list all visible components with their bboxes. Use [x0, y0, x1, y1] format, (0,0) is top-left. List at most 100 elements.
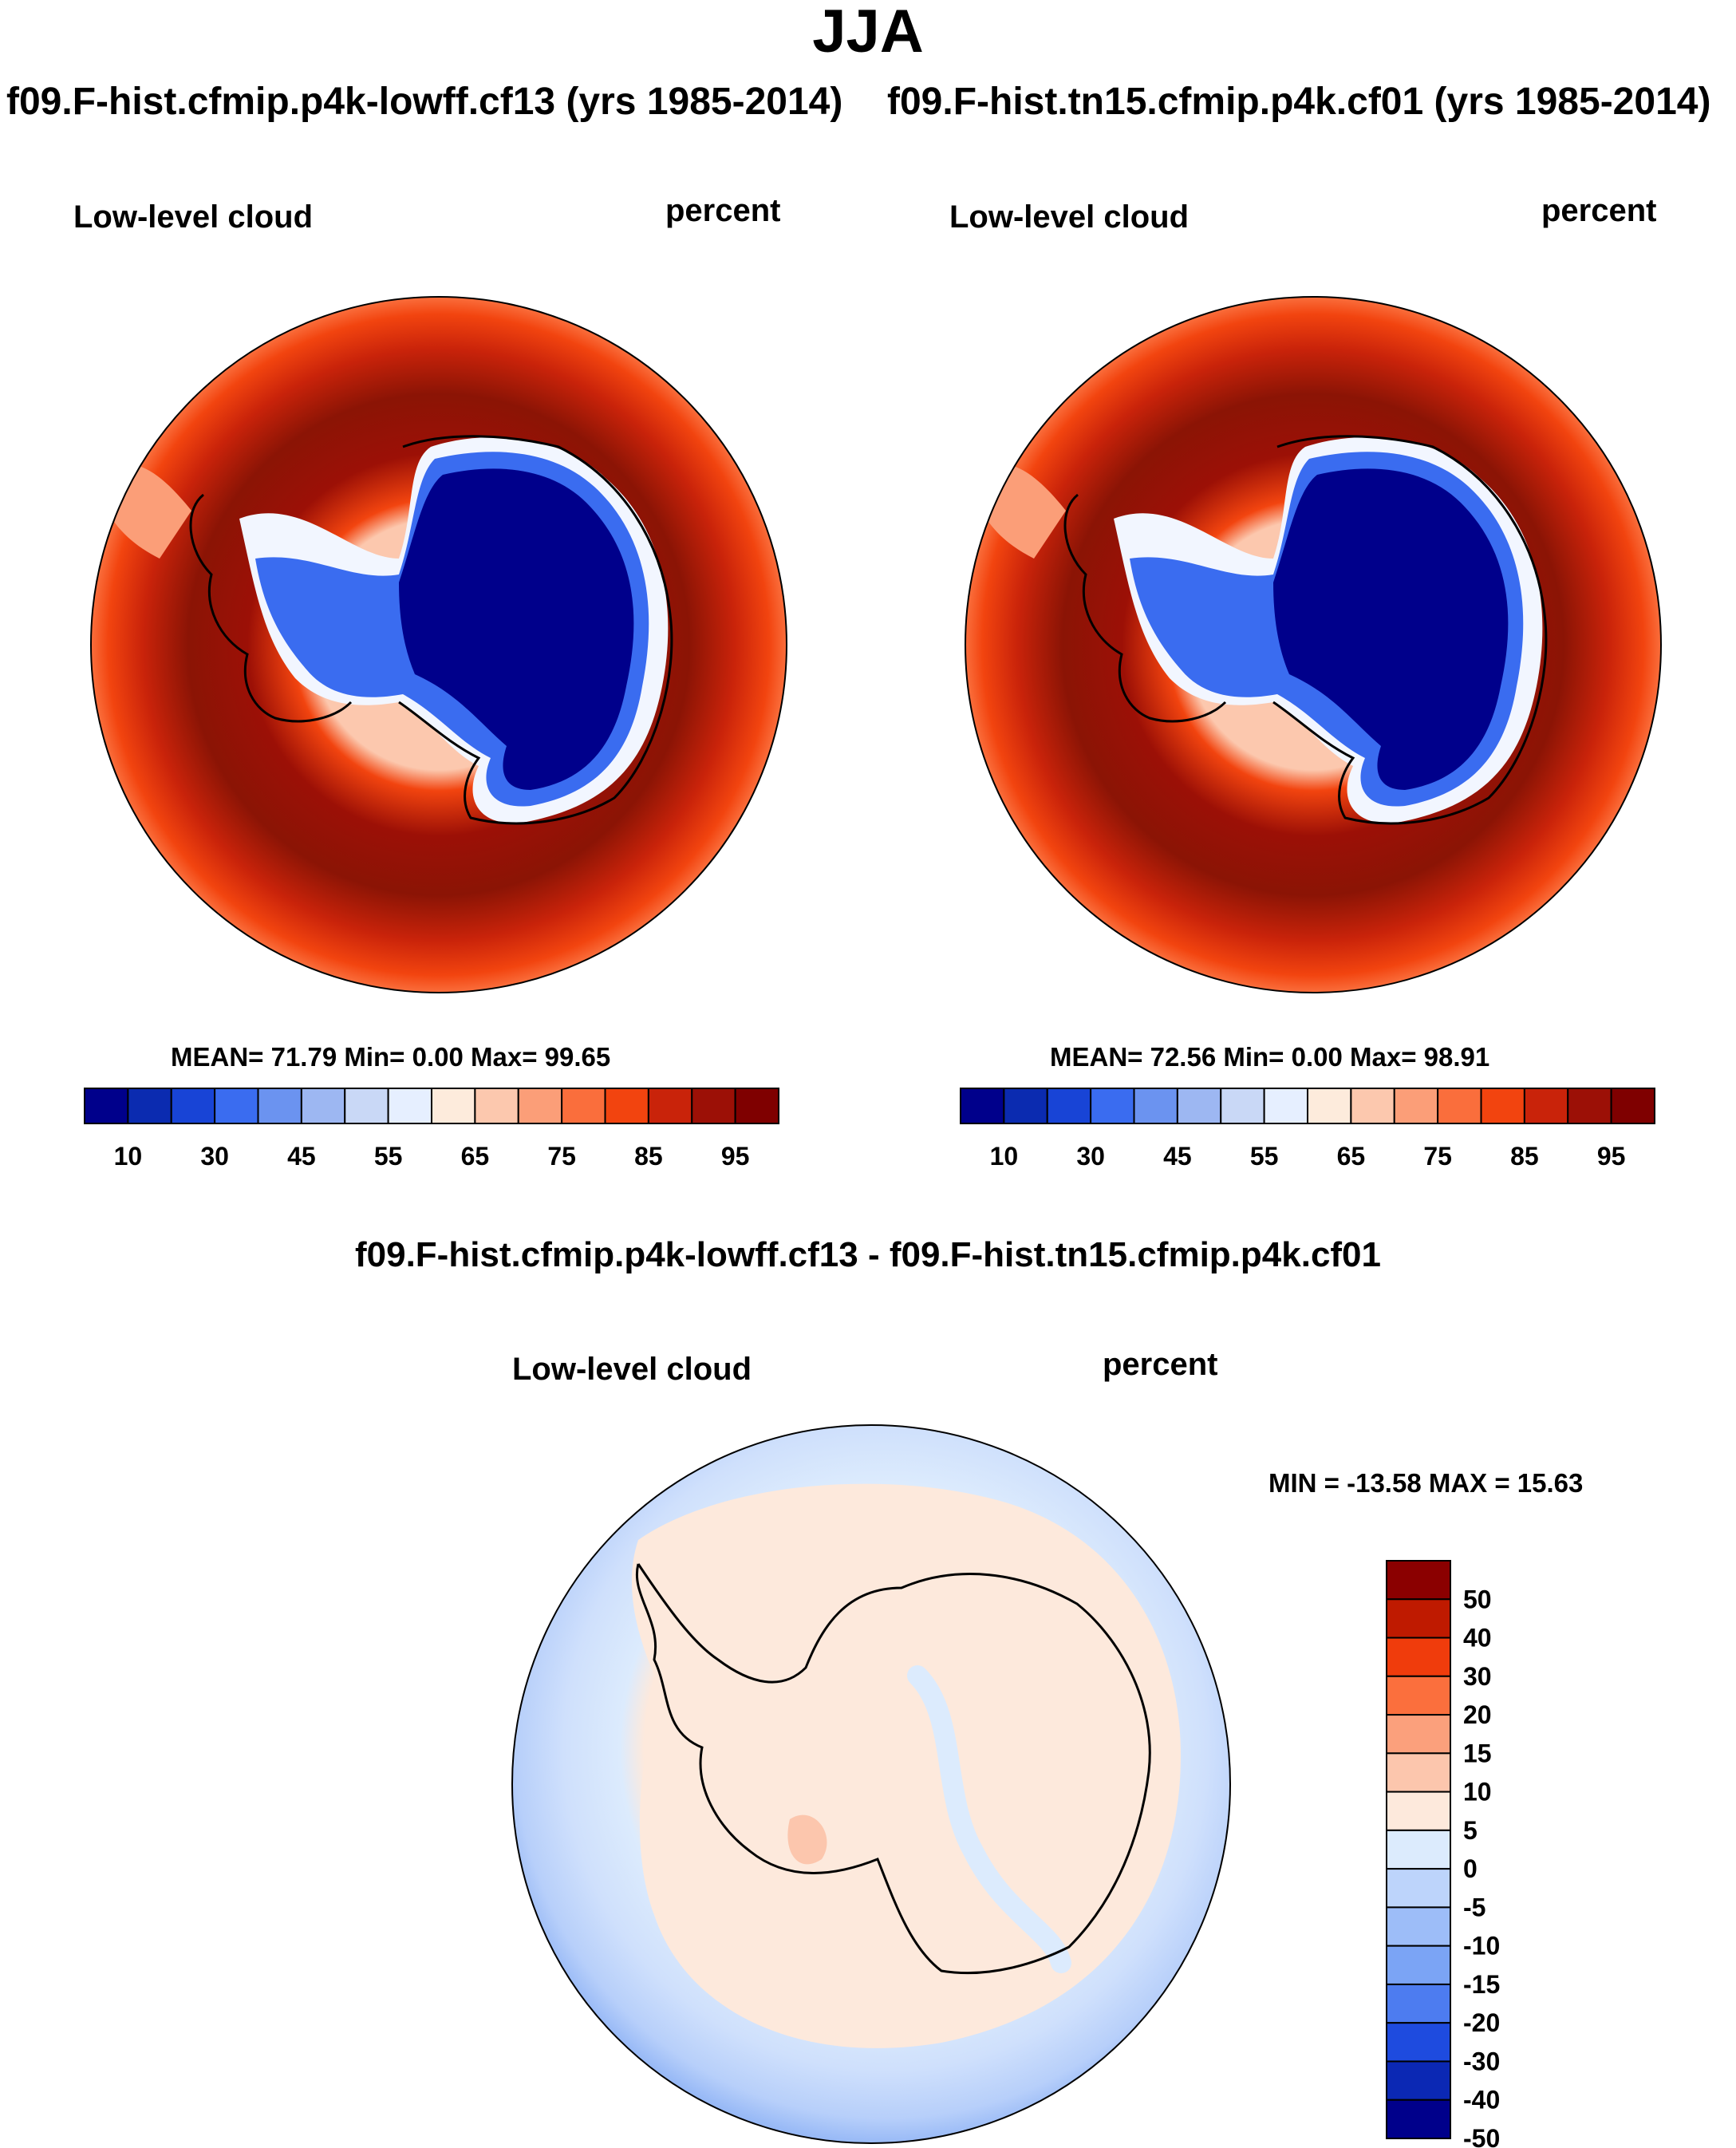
difference-colorbar-tick-label: 20: [1463, 1700, 1492, 1729]
right-colorbar-swatch: [960, 1088, 1005, 1124]
right-colorbar-swatch: [1090, 1088, 1135, 1124]
difference-map-positive-region: [631, 1483, 1181, 2048]
right-colorbar-tick-label: 10: [990, 1142, 1019, 1171]
page-title: JJA: [812, 0, 924, 65]
right-colorbar-tick-label: 45: [1163, 1142, 1192, 1171]
left-map-plateau: [399, 468, 634, 790]
left-map-coastline-east: [398, 435, 673, 825]
left-colorbar-tick-label: 95: [721, 1142, 750, 1171]
left-colorbar-tick-label: 55: [374, 1142, 403, 1171]
difference-colorbar-swatch: [1386, 1829, 1451, 1870]
left-map-coastline-west: [189, 493, 353, 723]
left-colorbar-swatch: [257, 1088, 302, 1124]
left-map-border: [90, 296, 787, 993]
left-colorbar-swatch: [474, 1088, 519, 1124]
left-colorbar-tick-label: 30: [200, 1142, 229, 1171]
left-colorbar: 10 30 45 55 65 75 85 95: [84, 1088, 779, 1171]
right-colorbar-tick-label: 95: [1597, 1142, 1626, 1171]
right-colorbar-swatch: [1350, 1088, 1395, 1124]
left-colorbar-swatch: [214, 1088, 259, 1124]
difference-colorbar-swatch: [1386, 1983, 1451, 2024]
left-colorbar-swatch: [127, 1088, 172, 1124]
difference-colorbar-tick-label: -40: [1463, 2086, 1500, 2114]
difference-colorbar-swatch: [1386, 1752, 1451, 1793]
difference-colorbar-tick-label: 10: [1463, 1778, 1492, 1806]
right-colorbar-swatch: [1610, 1088, 1655, 1124]
difference-map: [511, 1424, 1231, 2144]
right-colorbar-swatch: [1046, 1088, 1092, 1124]
right-map-coastline-east: [1272, 435, 1548, 825]
right-colorbar-tick-label: 65: [1337, 1142, 1366, 1171]
right-colorbar-swatch: [1133, 1088, 1178, 1124]
difference-units-label: percent: [1103, 1347, 1218, 1382]
right-units-label: percent: [1541, 193, 1657, 228]
difference-colorbar-swatch: [1386, 1868, 1451, 1909]
right-colorbar-swatch: [1220, 1088, 1265, 1124]
left-colorbar-swatch: [734, 1088, 779, 1124]
left-colorbar-swatch: [344, 1088, 389, 1124]
left-colorbar-swatch: [170, 1088, 216, 1124]
difference-colorbar-tick-label: -20: [1463, 2008, 1500, 2037]
difference-colorbar-swatch: [1386, 1714, 1451, 1755]
left-colorbar-tick-label: 65: [461, 1142, 490, 1171]
right-map-plateau: [1273, 468, 1509, 790]
difference-colorbar-swatch: [1386, 2099, 1451, 2140]
difference-colorbar-swatch: [1386, 1675, 1451, 1716]
difference-colorbar-swatch: [1386, 1906, 1451, 1947]
difference-colorbar-swatch: [1386, 2022, 1451, 2063]
right-map: [965, 296, 1662, 993]
difference-colorbar-swatch: [1386, 1560, 1451, 1601]
left-map: [90, 296, 787, 993]
left-units-label: percent: [665, 193, 781, 228]
left-stats: MEAN= 71.79 Min= 0.00 Max= 99.65: [171, 1042, 611, 1072]
left-colorbar-tick-label: 75: [547, 1142, 576, 1171]
difference-colorbar-tick-label: 15: [1463, 1739, 1492, 1767]
left-colorbar-tick-label: 10: [114, 1142, 143, 1171]
right-colorbar-swatch: [1393, 1088, 1439, 1124]
right-colorbar-swatch: [1480, 1088, 1525, 1124]
right-variable-label: Low-level cloud: [949, 199, 1190, 235]
right-map-border: [965, 296, 1662, 993]
difference-colorbar-swatch: [1386, 2060, 1451, 2101]
left-colorbar-swatch: [604, 1088, 649, 1124]
right-colorbar-swatch: [1307, 1088, 1352, 1124]
difference-map-negative-band: [907, 1665, 1071, 1973]
difference-colorbar-swatch: [1386, 1637, 1451, 1677]
difference-map-positive-patch: [787, 1814, 827, 1865]
right-colorbar-swatch: [1263, 1088, 1308, 1124]
difference-colorbar-tick-label: -15: [1463, 1970, 1500, 1999]
left-colorbar-swatch: [647, 1088, 693, 1124]
difference-title: f09.F-hist.cfmip.p4k-lowff.cf13 - f09.F-…: [354, 1235, 1382, 1274]
left-colorbar-swatch: [84, 1088, 129, 1124]
left-colorbar-tick-label: 45: [287, 1142, 316, 1171]
left-colorbar-swatch: [300, 1088, 346, 1124]
left-colorbar-swatch: [431, 1088, 476, 1124]
right-colorbar: 10 30 45 55 65 75 85 95: [960, 1088, 1655, 1171]
difference-colorbar-tick-label: 30: [1463, 1662, 1492, 1691]
left-colorbar-tick-label: 85: [634, 1142, 663, 1171]
difference-colorbar-tick-label: -5: [1463, 1893, 1485, 1921]
right-colorbar-tick-label: 55: [1250, 1142, 1279, 1171]
left-variable-label: Low-level cloud: [73, 199, 314, 235]
difference-stats: MIN = -13.58 MAX = 15.63: [1268, 1468, 1584, 1498]
difference-colorbar-tick-label: -50: [1463, 2124, 1500, 2148]
right-colorbar-swatch: [1567, 1088, 1612, 1124]
difference-map-border: [511, 1424, 1231, 2144]
difference-colorbar-swatch: [1386, 1598, 1451, 1639]
right-colorbar-swatch: [1523, 1088, 1569, 1124]
right-map-coastline-west: [1063, 493, 1227, 723]
right-colorbar-swatch: [1437, 1088, 1482, 1124]
right-colorbar-tick-label: 85: [1510, 1142, 1539, 1171]
difference-colorbar-tick-label: 5: [1463, 1816, 1478, 1845]
difference-colorbar-tick-label: -10: [1463, 1932, 1500, 1960]
right-colorbar-tick-label: 30: [1076, 1142, 1105, 1171]
left-colorbar-swatch: [691, 1088, 736, 1124]
right-case-title: f09.F-hist.tn15.cfmip.p4k.cf01 (yrs 1985…: [887, 81, 1711, 123]
right-colorbar-swatch: [1003, 1088, 1048, 1124]
difference-colorbar-tick-label: 50: [1463, 1585, 1492, 1613]
left-colorbar-swatch: [517, 1088, 563, 1124]
difference-colorbar-tick-label: 40: [1463, 1624, 1492, 1652]
difference-colorbar-swatch: [1386, 1791, 1451, 1831]
